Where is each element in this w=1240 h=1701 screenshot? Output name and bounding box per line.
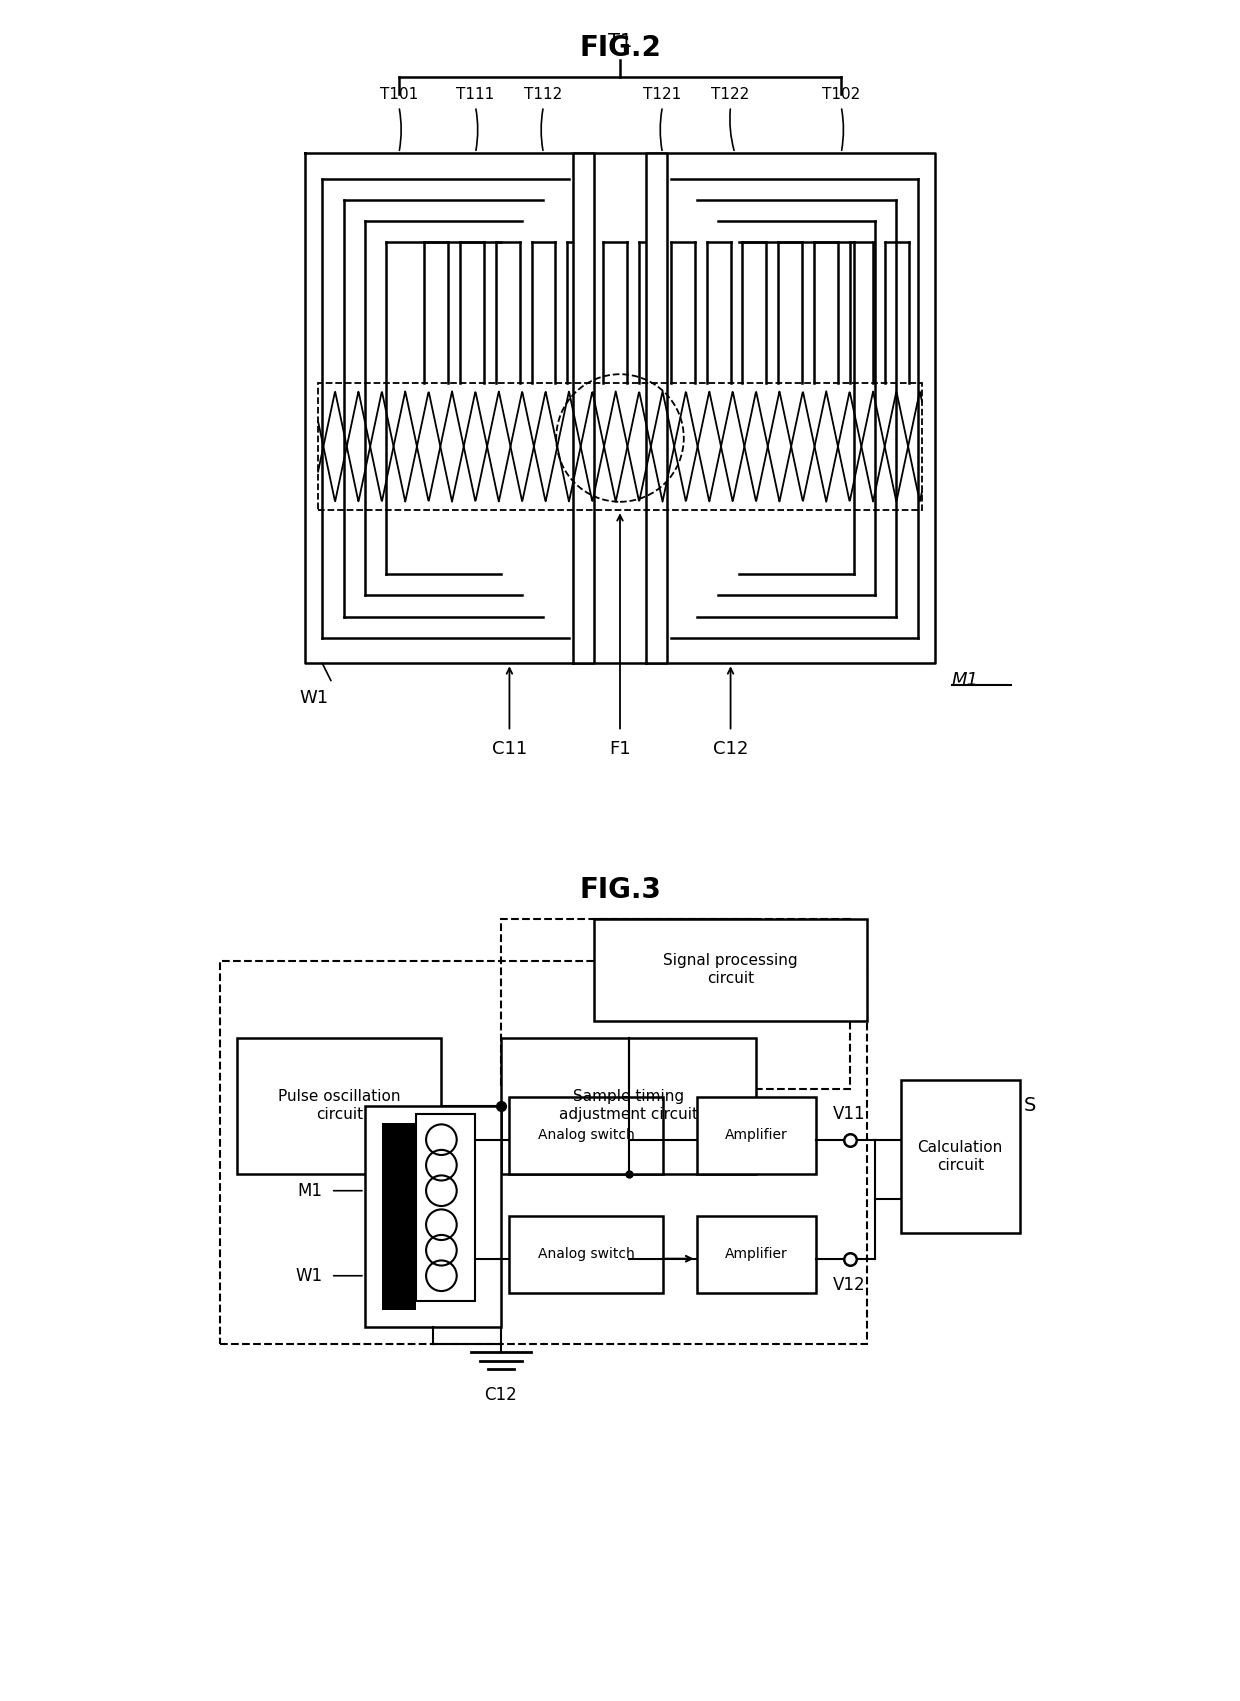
FancyBboxPatch shape — [900, 1080, 1019, 1233]
Text: Sample timing
adjustment circuit: Sample timing adjustment circuit — [559, 1089, 698, 1123]
Text: M1: M1 — [298, 1182, 322, 1199]
Text: C12: C12 — [485, 1386, 517, 1405]
Bar — [382, 1123, 415, 1310]
Text: T112: T112 — [525, 87, 563, 102]
Text: Pulse oscillation
circuit: Pulse oscillation circuit — [278, 1089, 401, 1123]
Bar — [221, 961, 867, 1344]
Text: C11: C11 — [492, 740, 527, 759]
Text: Calculation
circuit: Calculation circuit — [918, 1140, 1003, 1174]
FancyBboxPatch shape — [501, 1038, 756, 1174]
Bar — [319, 383, 921, 510]
Text: FIG.3: FIG.3 — [579, 876, 661, 903]
Text: Analog switch: Analog switch — [538, 1247, 635, 1262]
FancyBboxPatch shape — [594, 919, 867, 1021]
FancyBboxPatch shape — [697, 1216, 816, 1293]
Text: Amplifier: Amplifier — [724, 1128, 787, 1143]
Text: F1: F1 — [609, 740, 631, 759]
FancyBboxPatch shape — [510, 1097, 662, 1174]
Text: Signal processing
circuit: Signal processing circuit — [663, 953, 797, 987]
Text: Amplifier: Amplifier — [724, 1247, 787, 1262]
FancyBboxPatch shape — [510, 1216, 662, 1293]
Text: V12: V12 — [833, 1276, 866, 1294]
Text: T102: T102 — [822, 87, 861, 102]
Text: S: S — [1024, 1095, 1037, 1116]
Text: C12: C12 — [713, 740, 748, 759]
FancyBboxPatch shape — [697, 1097, 816, 1174]
Text: W1: W1 — [295, 1267, 322, 1284]
Text: T101: T101 — [379, 87, 418, 102]
Text: T122: T122 — [712, 87, 750, 102]
Text: M1: M1 — [951, 672, 978, 689]
FancyBboxPatch shape — [365, 1106, 501, 1327]
Text: T121: T121 — [644, 87, 682, 102]
Text: T1: T1 — [608, 32, 632, 51]
Text: V11: V11 — [833, 1104, 866, 1123]
Text: T111: T111 — [456, 87, 495, 102]
Bar — [501, 919, 849, 1089]
Text: FIG.2: FIG.2 — [579, 34, 661, 61]
Text: C11: C11 — [306, 1114, 340, 1131]
FancyBboxPatch shape — [237, 1038, 441, 1174]
Text: Analog switch: Analog switch — [538, 1128, 635, 1143]
FancyBboxPatch shape — [415, 1114, 475, 1301]
Text: W1: W1 — [299, 689, 329, 708]
